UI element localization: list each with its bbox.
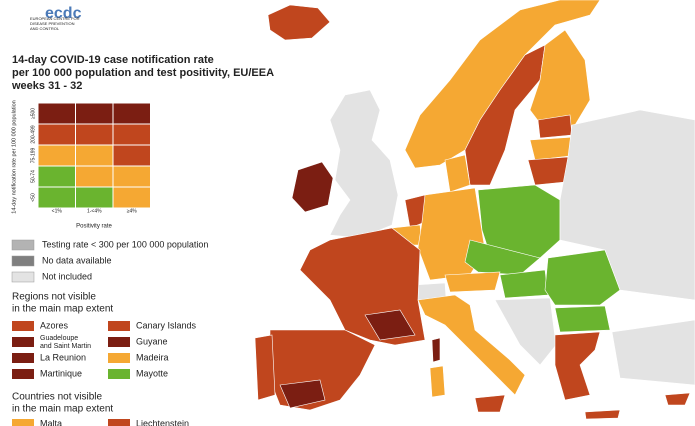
legend-label: Liechtenstein — [136, 418, 189, 426]
legend-label: No data available — [42, 255, 112, 265]
france-south — [364, 309, 416, 341]
matrix-x-label: Positivity rate — [76, 224, 112, 230]
logo-subtitle: DISEASE PREVENTION — [30, 21, 75, 26]
matrix-col-label: ≥4% — [127, 208, 138, 214]
title: per 100 000 population and test positivi… — [12, 67, 274, 79]
matrix-cell — [112, 144, 151, 167]
section-title: in the main map extent — [12, 404, 113, 415]
legend-label: Guadeloupe — [40, 335, 78, 342]
legend-swatch — [12, 337, 34, 347]
balkans — [494, 297, 557, 366]
legend-label: Not included — [42, 271, 92, 281]
legend-label: Martinique — [40, 368, 82, 378]
matrix-cell — [112, 123, 151, 146]
legend-swatch — [12, 369, 34, 379]
matrix-cell — [75, 102, 114, 125]
poland — [477, 184, 561, 259]
section-title: Countries not visible — [12, 392, 102, 403]
corsica — [431, 337, 441, 363]
spain-south — [279, 379, 326, 409]
map — [254, 0, 695, 420]
legend-swatch — [12, 321, 34, 331]
matrix-row-label: 200-499 — [30, 125, 36, 144]
legend-swatch — [11, 239, 35, 251]
sardinia — [429, 365, 446, 398]
legend-swatch — [108, 337, 130, 347]
legend-swatch — [12, 419, 34, 426]
hungary — [499, 269, 549, 299]
lithuania — [527, 156, 569, 186]
matrix-cell — [37, 165, 76, 188]
legend-swatch — [108, 369, 130, 379]
matrix-cell — [75, 165, 114, 188]
iceland — [267, 4, 331, 41]
matrix-cell — [37, 102, 76, 125]
uk — [329, 89, 399, 239]
cyprus — [664, 392, 691, 406]
matrix-cell — [37, 186, 76, 209]
legend-swatch — [11, 271, 35, 283]
legend-label: Malta — [40, 418, 62, 426]
matrix-col-label: <1% — [52, 208, 63, 214]
matrix-col-label: 1-<4% — [87, 208, 102, 214]
sicily — [474, 394, 506, 413]
legend-swatch — [12, 353, 34, 363]
legend-label: and Saint Martin — [40, 343, 91, 350]
legend-swatch — [108, 321, 130, 331]
legend-label: Guyane — [136, 336, 168, 346]
section-title: Regions not visible — [12, 292, 96, 303]
legend-swatch — [108, 353, 130, 363]
legend-swatch — [108, 419, 130, 426]
matrix-cell — [112, 186, 151, 209]
logo-subtitle: EUROPEAN CENTRE FOR — [30, 16, 80, 21]
matrix-cell — [112, 102, 151, 125]
bulgaria — [554, 305, 611, 333]
italy — [417, 294, 526, 396]
matrix-row-label: 50-74 — [30, 170, 36, 183]
matrix-cell — [112, 165, 151, 188]
legend-label: La Reunion — [40, 352, 86, 362]
east — [559, 109, 695, 301]
matrix-cell — [37, 144, 76, 167]
turkey — [611, 319, 695, 386]
logo: ecdc — [45, 5, 82, 22]
section-title: in the main map extent — [12, 304, 113, 315]
matrix-row-label: 75-199 — [30, 148, 36, 164]
portugal — [254, 334, 276, 401]
title: weeks 31 - 32 — [11, 80, 82, 92]
matrix-cell — [75, 123, 114, 146]
matrix-row-label: ≥500 — [30, 108, 36, 119]
legend-label: Madeira — [136, 352, 169, 362]
denmark — [444, 154, 471, 193]
legend-label: Mayotte — [136, 368, 168, 378]
legend-label: Canary Islands — [136, 320, 197, 330]
matrix-cell — [75, 186, 114, 209]
ireland — [291, 161, 334, 213]
greece — [554, 331, 601, 401]
legend-label: Testing rate < 300 per 100 000 populatio… — [42, 239, 208, 249]
matrix-cell — [37, 123, 76, 146]
title: 14-day COVID-19 case notification rate — [12, 54, 214, 66]
legend-swatch — [11, 255, 35, 267]
matrix-cell — [75, 144, 114, 167]
matrix-y-label: 14-day notification rate per 100 000 pop… — [11, 100, 17, 213]
crete — [584, 409, 621, 420]
norway — [404, 0, 601, 169]
matrix-row-label: <50 — [30, 193, 36, 202]
austria — [444, 271, 501, 293]
logo-subtitle: AND CONTROL — [30, 26, 60, 31]
legend-label: Azores — [40, 320, 69, 330]
